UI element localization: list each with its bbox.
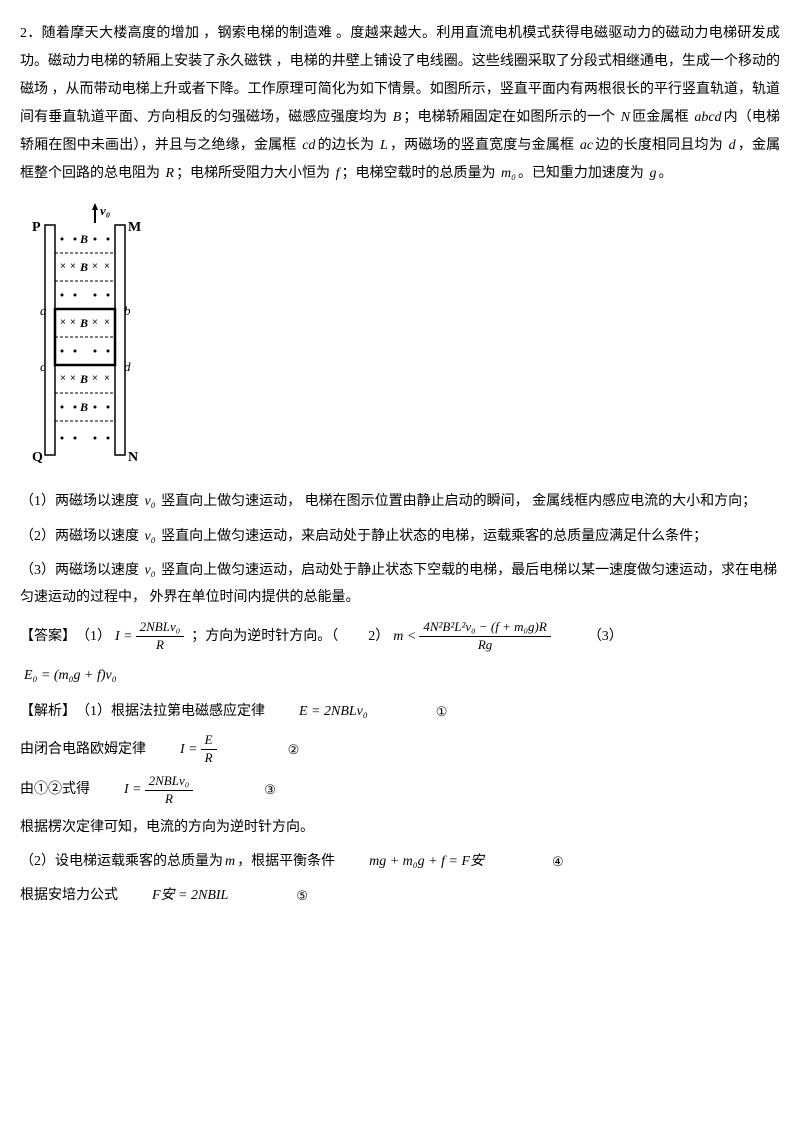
svg-text:×: × xyxy=(60,317,66,328)
label-N: N xyxy=(128,450,138,463)
answer-3: E₀ = (m₀g + f)v₀ xyxy=(20,662,780,690)
solution-step-1: 【解析】 （1）根据法拉第电磁感应定律 E = 2NBLv₀ ① xyxy=(20,698,780,726)
svg-text:×: × xyxy=(104,261,110,272)
svg-text:×: × xyxy=(70,317,76,328)
svg-text:×: × xyxy=(92,317,98,328)
answer-block: 【答案】 （1） I = 2NBLv₀ R ；方向为逆时针方向。（ 2） m <… xyxy=(20,619,780,654)
svg-text:B: B xyxy=(79,232,88,246)
svg-text:×: × xyxy=(92,261,98,272)
answer-2-formula: m < 4N²B²L²v₀ − (f + m₀g)R Rg xyxy=(389,619,558,654)
var-cd: cd xyxy=(300,138,317,153)
solution-label: 【解析】 xyxy=(20,698,76,726)
svg-text:B: B xyxy=(79,260,88,274)
label-P: P xyxy=(32,220,41,235)
solution-step-3: 由①②式得 I = 2NBLv₀ R ③ xyxy=(20,773,780,808)
label-Q: Q xyxy=(32,450,43,463)
svg-text:B: B xyxy=(79,316,88,330)
svg-text:×: × xyxy=(104,373,110,384)
var-m0: m₀ xyxy=(499,166,518,181)
answer-label: 【答案】 xyxy=(20,623,76,651)
solution-step-5: （2）设电梯运载乘客的总质量为 m ，根据平衡条件 mg + m₀g + f =… xyxy=(20,848,780,876)
var-g: g xyxy=(647,166,658,181)
question-1: （1）两磁场以速度 v₀ 竖直向上做匀速运动， 电梯在图示位置由静止启动的瞬间，… xyxy=(20,489,780,516)
var-d: d xyxy=(727,138,738,153)
var-B: B xyxy=(391,110,404,125)
problem-number: 2． xyxy=(20,26,42,41)
svg-text:×: × xyxy=(60,261,66,272)
label-d: d xyxy=(124,359,131,374)
var-ac: ac xyxy=(578,138,595,153)
solution-step-4: 根据楞次定律可知，电流的方向为逆时针方向。 xyxy=(20,814,780,842)
svg-text:×: × xyxy=(70,373,76,384)
svg-text:×: × xyxy=(70,261,76,272)
label-c: c xyxy=(40,359,46,374)
var-abcd: abcd xyxy=(692,110,723,125)
label-a: a xyxy=(40,303,47,318)
solution-step-2: 由闭合电路欧姆定律 I = E R ② xyxy=(20,732,780,767)
var-L: L xyxy=(378,138,390,153)
physics-diagram: v₀ P M Q N a b c d × × × × × × × × × × × xyxy=(20,203,780,474)
problem-statement: 2．随着摩天大楼高度的增加 ，钢索电梯的制造难 。度越来越大。利用直流电机模式获… xyxy=(20,20,780,188)
solution-step-6: 根据安培力公式 F安 = 2NBIL ⑤ xyxy=(20,882,780,910)
svg-text:×: × xyxy=(92,373,98,384)
var-R: R xyxy=(164,166,177,181)
answer-1-formula: I = 2NBLv₀ R xyxy=(111,619,191,654)
svg-text:B: B xyxy=(79,400,88,414)
svg-text:×: × xyxy=(104,317,110,328)
label-M: M xyxy=(128,220,141,235)
svg-text:B: B xyxy=(79,372,88,386)
var-N: N xyxy=(619,110,632,125)
question-3: （3）两磁场以速度 v₀ 竖直向上做匀速运动，启动处于静止状态下空载的电梯，最后… xyxy=(20,558,780,611)
label-v0: v₀ xyxy=(100,203,110,218)
svg-text:×: × xyxy=(60,373,66,384)
label-b: b xyxy=(124,303,131,318)
question-2: （2）两磁场以速度 v₀ 竖直向上做匀速运动，来启动处于静止状态的电梯，运载乘客… xyxy=(20,524,780,551)
